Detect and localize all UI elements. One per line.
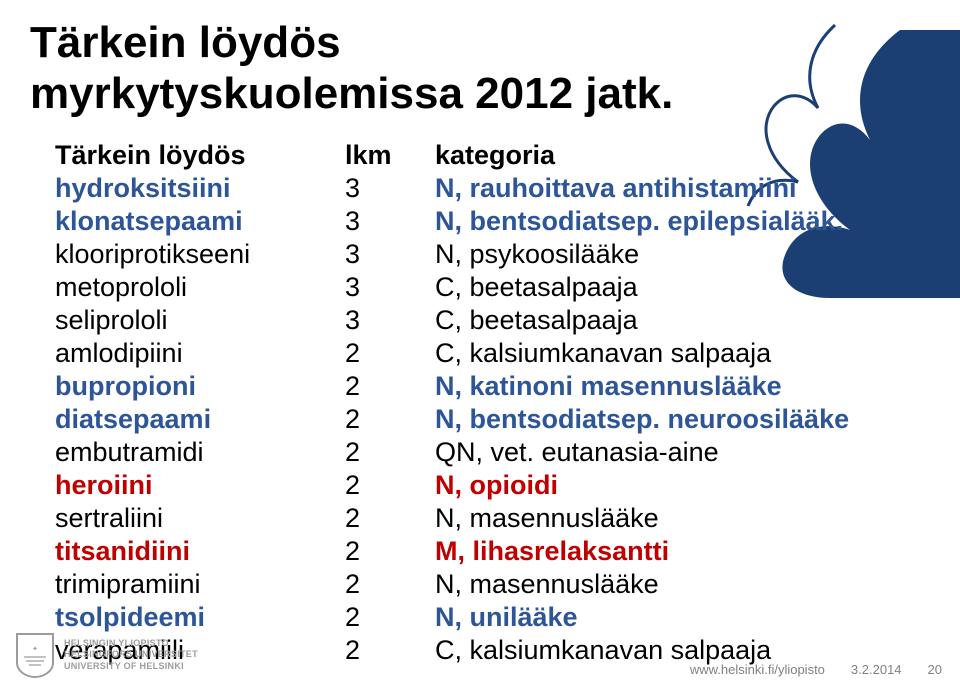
cell-name: klooriprotikseeni	[55, 239, 345, 270]
cell-lkm: 2	[345, 404, 435, 435]
cell-kategoria: N, unilääke	[435, 602, 925, 633]
table-row: klooriprotikseeni3N, psykoosilääke	[55, 239, 925, 270]
table-row: metoprololi3C, beetasalpaaja	[55, 272, 925, 303]
cell-kategoria: C, beetasalpaaja	[435, 305, 925, 336]
cell-kategoria: C, beetasalpaaja	[435, 272, 925, 303]
cell-lkm: 3	[345, 305, 435, 336]
cell-kategoria: M, lihasrelaksantti	[435, 536, 925, 567]
table-row: diatsepaami2N, bentsodiatsep. neuroosilä…	[55, 404, 925, 435]
svg-text:✦: ✦	[32, 645, 38, 653]
university-name: HELSINGIN YLIOPISTO HELSINGFORS UNIVERSI…	[64, 638, 198, 672]
cell-name: seliprololi	[55, 305, 345, 336]
logo-line-sv: HELSINGFORS UNIVERSITET	[64, 649, 198, 660]
cell-lkm: 2	[345, 569, 435, 600]
cell-kategoria: N, masennuslääke	[435, 503, 925, 534]
cell-kategoria: N, bentsodiatsep. neuroosilääke	[435, 404, 925, 435]
cell-lkm: 3	[345, 173, 435, 204]
cell-kategoria: QN, vet. eutanasia-aine	[435, 437, 925, 468]
logo-line-fi: HELSINGIN YLIOPISTO	[64, 638, 198, 649]
cell-name: tsolpideemi	[55, 602, 345, 633]
cell-lkm: 2	[345, 503, 435, 534]
cell-lkm: 2	[345, 602, 435, 633]
cell-kategoria: N, rauhoittava antihistamiini	[435, 173, 925, 204]
data-table: Tärkein löydös lkm kategoria hydroksitsi…	[55, 140, 925, 668]
table-row: bupropioni2N, katinoni masennuslääke	[55, 371, 925, 402]
cell-lkm: 2	[345, 536, 435, 567]
cell-name: diatsepaami	[55, 404, 345, 435]
cell-name: metoprololi	[55, 272, 345, 303]
table-row: seliprololi3C, beetasalpaaja	[55, 305, 925, 336]
table-header-row: Tärkein löydös lkm kategoria	[55, 140, 925, 171]
cell-name: embutramidi	[55, 437, 345, 468]
helsinki-shield-icon: ✦	[14, 631, 56, 679]
cell-lkm: 2	[345, 437, 435, 468]
slide-title: Tärkein löydös myrkytyskuolemissa 2012 j…	[30, 18, 673, 119]
cell-name: klonatsepaami	[55, 206, 345, 237]
university-logo: ✦ HELSINGIN YLIOPISTO HELSINGFORS UNIVER…	[14, 631, 198, 679]
cell-lkm: 3	[345, 239, 435, 270]
table-row: hydroksitsiini3N, rauhoittava antihistam…	[55, 173, 925, 204]
cell-kategoria: N, opioidi	[435, 470, 925, 501]
cell-lkm: 3	[345, 272, 435, 303]
cell-kategoria: C, kalsiumkanavan salpaaja	[435, 338, 925, 369]
cell-kategoria: N, masennuslääke	[435, 569, 925, 600]
table-row: tsolpideemi2N, unilääke	[55, 602, 925, 633]
cell-name: bupropioni	[55, 371, 345, 402]
table-row: amlodipiini2C, kalsiumkanavan salpaaja	[55, 338, 925, 369]
logo-line-en: UNIVERSITY OF HELSINKI	[64, 661, 198, 672]
cell-kategoria: N, bentsodiatsep. epilepsialääk.	[435, 206, 925, 237]
footer-page: 20	[928, 662, 942, 677]
col-header-name: Tärkein löydös	[55, 140, 345, 171]
table-row: klonatsepaami3N, bentsodiatsep. epilepsi…	[55, 206, 925, 237]
cell-lkm: 3	[345, 206, 435, 237]
cell-lkm: 2	[345, 635, 435, 666]
cell-kategoria: N, psykoosilääke	[435, 239, 925, 270]
cell-kategoria: N, katinoni masennuslääke	[435, 371, 925, 402]
cell-name: amlodipiini	[55, 338, 345, 369]
table-row: trimipramiini2N, masennuslääke	[55, 569, 925, 600]
table-row: embutramidi2QN, vet. eutanasia-aine	[55, 437, 925, 468]
footer: www.helsinki.fi/yliopisto 3.2.2014 20	[690, 662, 942, 677]
col-header-lkm: lkm	[345, 140, 435, 171]
cell-name: heroiini	[55, 470, 345, 501]
footer-date: 3.2.2014	[851, 662, 902, 677]
col-header-kategoria: kategoria	[435, 140, 925, 171]
footer-url: www.helsinki.fi/yliopisto	[690, 662, 825, 677]
cell-lkm: 2	[345, 470, 435, 501]
cell-name: titsanidiini	[55, 536, 345, 567]
table-row: heroiini2N, opioidi	[55, 470, 925, 501]
cell-name: sertraliini	[55, 503, 345, 534]
cell-lkm: 2	[345, 338, 435, 369]
cell-name: hydroksitsiini	[55, 173, 345, 204]
table-row: sertraliini2N, masennuslääke	[55, 503, 925, 534]
cell-name: trimipramiini	[55, 569, 345, 600]
table-row: titsanidiini2M, lihasrelaksantti	[55, 536, 925, 567]
cell-lkm: 2	[345, 371, 435, 402]
